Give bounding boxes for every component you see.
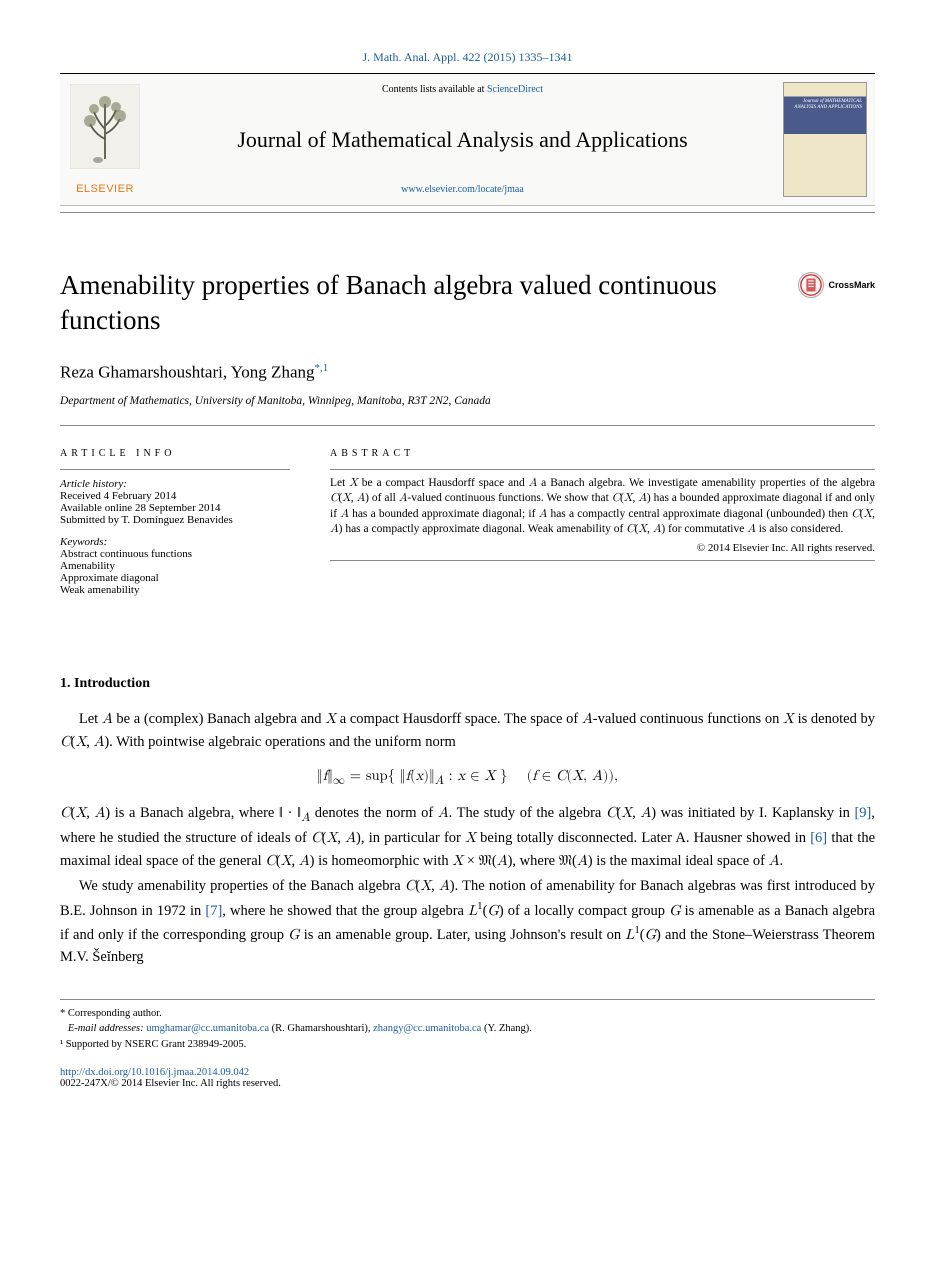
info-abstract-row: article info Article history: Received 4…: [60, 448, 875, 596]
abstract-copyright: © 2014 Elsevier Inc. All rights reserved…: [330, 542, 875, 554]
email-link-2[interactable]: zhangy@cc.umanitoba.ca: [373, 1023, 481, 1034]
doi-link[interactable]: http://dx.doi.org/10.1016/j.jmaa.2014.09…: [60, 1067, 249, 1078]
intro-paragraph-3: We study amenability properties of the B…: [60, 875, 875, 969]
keyword-item: Amenability: [60, 560, 290, 572]
page-container: J. Math. Anal. Appl. 422 (2015) 1335–134…: [0, 0, 935, 1139]
submitted-line: Submitted by T. Domínguez Benavides: [60, 514, 290, 526]
issn-copyright: 0022-247X/© 2014 Elsevier Inc. All right…: [60, 1078, 281, 1089]
intro-paragraph-2: C(X, A) is a Banach algebra, where ‖ · ‖…: [60, 802, 875, 873]
keyword-item: Approximate diagonal: [60, 572, 290, 584]
article-title: Amenability properties of Banach algebra…: [60, 268, 778, 338]
journal-cover-thumbnail[interactable]: Journal of MATHEMATICAL ANALYSIS AND APP…: [783, 82, 867, 197]
footer-block: http://dx.doi.org/10.1016/j.jmaa.2014.09…: [60, 1067, 875, 1089]
email-name-1: (R. Ghamarshoushtari),: [269, 1023, 373, 1034]
email-label: E-mail addresses:: [68, 1023, 144, 1034]
journal-header: ELSEVIER Contents lists available at Sci…: [60, 73, 875, 206]
abstract-heading: abstract: [330, 448, 875, 459]
body-text: Let A be a (complex) Banach algebra and …: [60, 708, 875, 969]
keywords-label: Keywords:: [60, 536, 290, 548]
affiliation: Department of Mathematics, University of…: [60, 395, 875, 407]
elsevier-tree-icon: [70, 84, 140, 169]
contents-prefix: Contents lists available at: [382, 84, 487, 95]
publisher-label[interactable]: ELSEVIER: [76, 183, 134, 195]
sciencedirect-link[interactable]: ScienceDirect: [487, 84, 543, 95]
journal-url-wrap: www.elsevier.com/locate/jmaa: [160, 184, 765, 195]
journal-name: Journal of Mathematical Analysis and App…: [160, 113, 765, 167]
contents-available: Contents lists available at ScienceDirec…: [160, 84, 765, 95]
received-line: Received 4 February 2014: [60, 490, 290, 502]
keyword-item: Weak amenability: [60, 584, 290, 596]
article-info-column: article info Article history: Received 4…: [60, 448, 290, 596]
title-row: Amenability properties of Banach algebra…: [60, 268, 875, 338]
ref-link-6[interactable]: [6]: [810, 830, 827, 846]
authors-line: Reza Ghamarshoushtari, Yong Zhang*,1: [60, 362, 875, 383]
abstract-text: Let X be a compact Hausdorff space and A…: [330, 476, 875, 538]
intro-paragraph-1: Let A be a (complex) Banach algebra and …: [60, 708, 875, 754]
article-info-heading: article info: [60, 448, 290, 459]
crossmark-label: CrossMark: [828, 280, 875, 290]
publisher-column: ELSEVIER: [60, 74, 150, 205]
authors-names: Reza Ghamarshoushtari, Yong Zhang: [60, 363, 315, 382]
ref-link-9[interactable]: [9]: [854, 805, 871, 821]
email-link-1[interactable]: umghamar@cc.umanitoba.ca: [146, 1023, 269, 1034]
corresponding-author-note: * Corresponding author.: [60, 1006, 875, 1022]
abstract-column: abstract Let X be a compact Hausdorff sp…: [330, 448, 875, 596]
history-label: Article history:: [60, 478, 290, 490]
header-center: Contents lists available at ScienceDirec…: [150, 74, 775, 205]
cover-title-text: Journal of MATHEMATICAL ANALYSIS AND APP…: [788, 99, 862, 110]
info-top-rule: [60, 425, 875, 426]
available-line: Available online 28 September 2014: [60, 502, 290, 514]
crossmark-icon: [798, 272, 824, 298]
author-marks[interactable]: *,1: [315, 362, 329, 374]
footnotes-block: * Corresponding author. E-mail addresses…: [60, 999, 875, 1053]
ref-link-7[interactable]: [7]: [205, 902, 222, 918]
crossmark-badge[interactable]: CrossMark: [798, 272, 875, 298]
header-bottom-rule: [60, 212, 875, 213]
citation-line[interactable]: J. Math. Anal. Appl. 422 (2015) 1335–134…: [60, 50, 875, 65]
journal-url-link[interactable]: www.elsevier.com/locate/jmaa: [401, 184, 524, 195]
email-line: E-mail addresses: umghamar@cc.umanitoba.…: [60, 1021, 875, 1037]
keyword-item: Abstract continuous functions: [60, 548, 290, 560]
section-heading-intro: 1. Introduction: [60, 676, 875, 692]
display-equation: ‖f‖∞ = sup{ ‖f(x)‖A : x ∈ X } (f ∈ C(X, …: [60, 765, 875, 790]
email-name-2: (Y. Zhang).: [481, 1023, 532, 1034]
support-note: ¹ Supported by NSERC Grant 238949-2005.: [60, 1037, 875, 1053]
cover-column: Journal of MATHEMATICAL ANALYSIS AND APP…: [775, 74, 875, 205]
